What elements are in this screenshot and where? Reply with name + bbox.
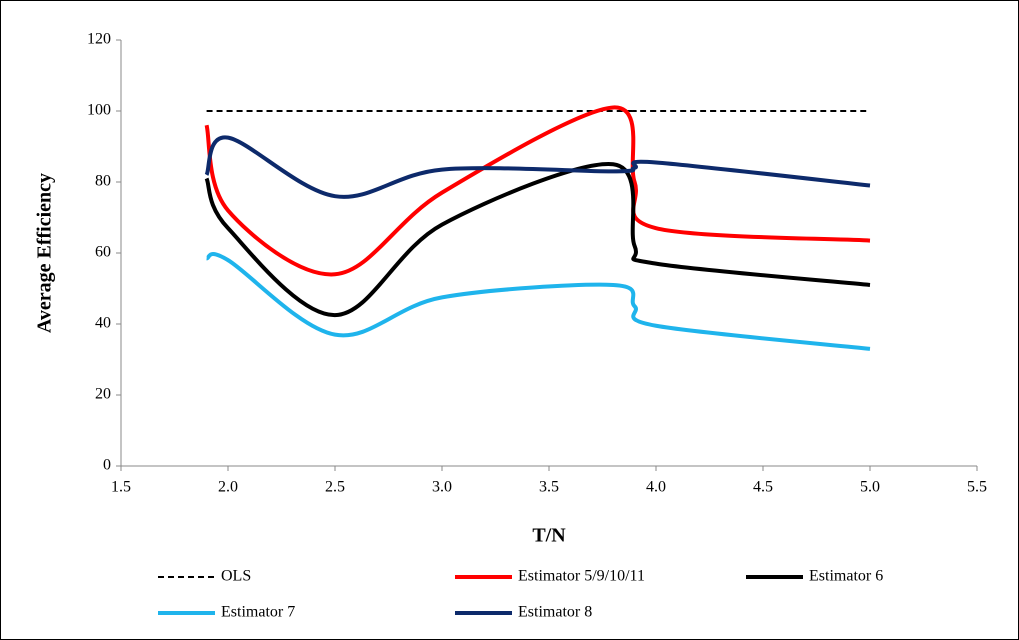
- y-tick-label: 0: [103, 457, 111, 474]
- y-tick-label: 60: [95, 244, 111, 261]
- y-axis-label: Average Efficiency: [34, 173, 56, 333]
- y-tick-label: 100: [87, 102, 111, 119]
- y-tick-label: 80: [95, 173, 111, 190]
- y-tick-label: 120: [87, 31, 111, 48]
- line-series: [204, 162, 871, 318]
- x-tick-label: 3.0: [432, 479, 452, 496]
- line-series: [205, 252, 871, 351]
- line-series: [204, 135, 871, 199]
- x-tick-label: 4.0: [646, 479, 666, 496]
- x-tick-label: 3.5: [539, 479, 559, 496]
- legend-label: Estimator 7: [221, 604, 295, 621]
- x-tick-label: 2.5: [325, 479, 345, 496]
- legend-label: Estimator 5/9/10/11: [518, 568, 645, 585]
- line-series: [204, 105, 871, 277]
- y-tick-label: 40: [95, 315, 111, 332]
- x-tick-label: 4.5: [753, 479, 773, 496]
- x-tick-label: 2.0: [218, 479, 238, 496]
- legend-label: OLS: [221, 568, 251, 585]
- x-tick-label: 5.0: [860, 479, 880, 496]
- x-axis-label: T/N: [532, 525, 566, 547]
- y-tick-label: 20: [95, 386, 111, 403]
- x-tick-label: 5.5: [967, 479, 987, 496]
- x-tick-label: 1.5: [111, 479, 131, 496]
- legend-label: Estimator 6: [809, 568, 883, 585]
- legend-label: Estimator 8: [518, 604, 592, 621]
